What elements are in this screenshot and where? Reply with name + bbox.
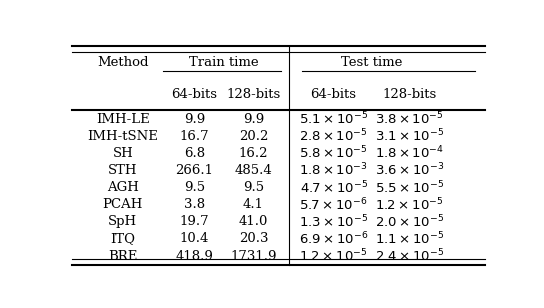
Text: 266.1: 266.1	[176, 164, 213, 177]
Text: 128-bits: 128-bits	[382, 88, 437, 101]
Text: 10.4: 10.4	[180, 233, 209, 245]
Text: 4.1: 4.1	[243, 198, 264, 211]
Text: 20.2: 20.2	[239, 130, 268, 143]
Text: Method: Method	[97, 56, 149, 69]
Text: $3.8 \times 10^{-5}$: $3.8 \times 10^{-5}$	[375, 111, 444, 127]
Text: $1.8 \times 10^{-3}$: $1.8 \times 10^{-3}$	[299, 162, 368, 179]
Text: 9.9: 9.9	[184, 112, 205, 126]
Text: 16.7: 16.7	[180, 130, 209, 143]
Text: 128-bits: 128-bits	[226, 88, 281, 101]
Text: PCAH: PCAH	[103, 198, 143, 211]
Text: $1.1 \times 10^{-5}$: $1.1 \times 10^{-5}$	[375, 231, 444, 247]
Text: 41.0: 41.0	[239, 215, 268, 228]
Text: 64-bits: 64-bits	[311, 88, 357, 101]
Text: $6.9 \times 10^{-6}$: $6.9 \times 10^{-6}$	[299, 231, 368, 247]
Text: BRE: BRE	[108, 249, 138, 262]
Text: $3.6 \times 10^{-3}$: $3.6 \times 10^{-3}$	[375, 162, 444, 179]
Text: SH: SH	[113, 147, 133, 160]
Text: $2.0 \times 10^{-5}$: $2.0 \times 10^{-5}$	[375, 213, 444, 230]
Text: $1.2 \times 10^{-5}$: $1.2 \times 10^{-5}$	[299, 248, 368, 264]
Text: IMH-LE: IMH-LE	[96, 112, 150, 126]
Text: $5.8 \times 10^{-5}$: $5.8 \times 10^{-5}$	[299, 145, 368, 162]
Text: ITQ: ITQ	[110, 233, 135, 245]
Text: $1.2 \times 10^{-5}$: $1.2 \times 10^{-5}$	[375, 197, 444, 213]
Text: $1.3 \times 10^{-5}$: $1.3 \times 10^{-5}$	[299, 213, 368, 230]
Text: Test time: Test time	[341, 56, 402, 69]
Text: 16.2: 16.2	[239, 147, 268, 160]
Text: 485.4: 485.4	[234, 164, 273, 177]
Text: $1.8 \times 10^{-4}$: $1.8 \times 10^{-4}$	[375, 145, 444, 162]
Text: $2.4 \times 10^{-5}$: $2.4 \times 10^{-5}$	[375, 248, 444, 264]
Text: $3.1 \times 10^{-5}$: $3.1 \times 10^{-5}$	[375, 128, 444, 144]
Text: 19.7: 19.7	[180, 215, 209, 228]
Text: $5.7 \times 10^{-6}$: $5.7 \times 10^{-6}$	[299, 197, 368, 213]
Text: $4.7 \times 10^{-5}$: $4.7 \times 10^{-5}$	[300, 179, 368, 196]
Text: $5.5 \times 10^{-5}$: $5.5 \times 10^{-5}$	[375, 179, 444, 196]
Text: 418.9: 418.9	[176, 249, 213, 262]
Text: 20.3: 20.3	[239, 233, 268, 245]
Text: 9.9: 9.9	[243, 112, 264, 126]
Text: AGH: AGH	[107, 181, 139, 194]
Text: $5.1 \times 10^{-5}$: $5.1 \times 10^{-5}$	[299, 111, 368, 127]
Text: 1731.9: 1731.9	[230, 249, 277, 262]
Text: 64-bits: 64-bits	[171, 88, 218, 101]
Text: Train time: Train time	[189, 56, 259, 69]
Text: 6.8: 6.8	[184, 147, 205, 160]
Text: 3.8: 3.8	[184, 198, 205, 211]
Text: SpH: SpH	[108, 215, 138, 228]
Text: 9.5: 9.5	[184, 181, 205, 194]
Text: IMH-tSNE: IMH-tSNE	[88, 130, 158, 143]
Text: 9.5: 9.5	[243, 181, 264, 194]
Text: STH: STH	[108, 164, 138, 177]
Text: $2.8 \times 10^{-5}$: $2.8 \times 10^{-5}$	[299, 128, 368, 144]
